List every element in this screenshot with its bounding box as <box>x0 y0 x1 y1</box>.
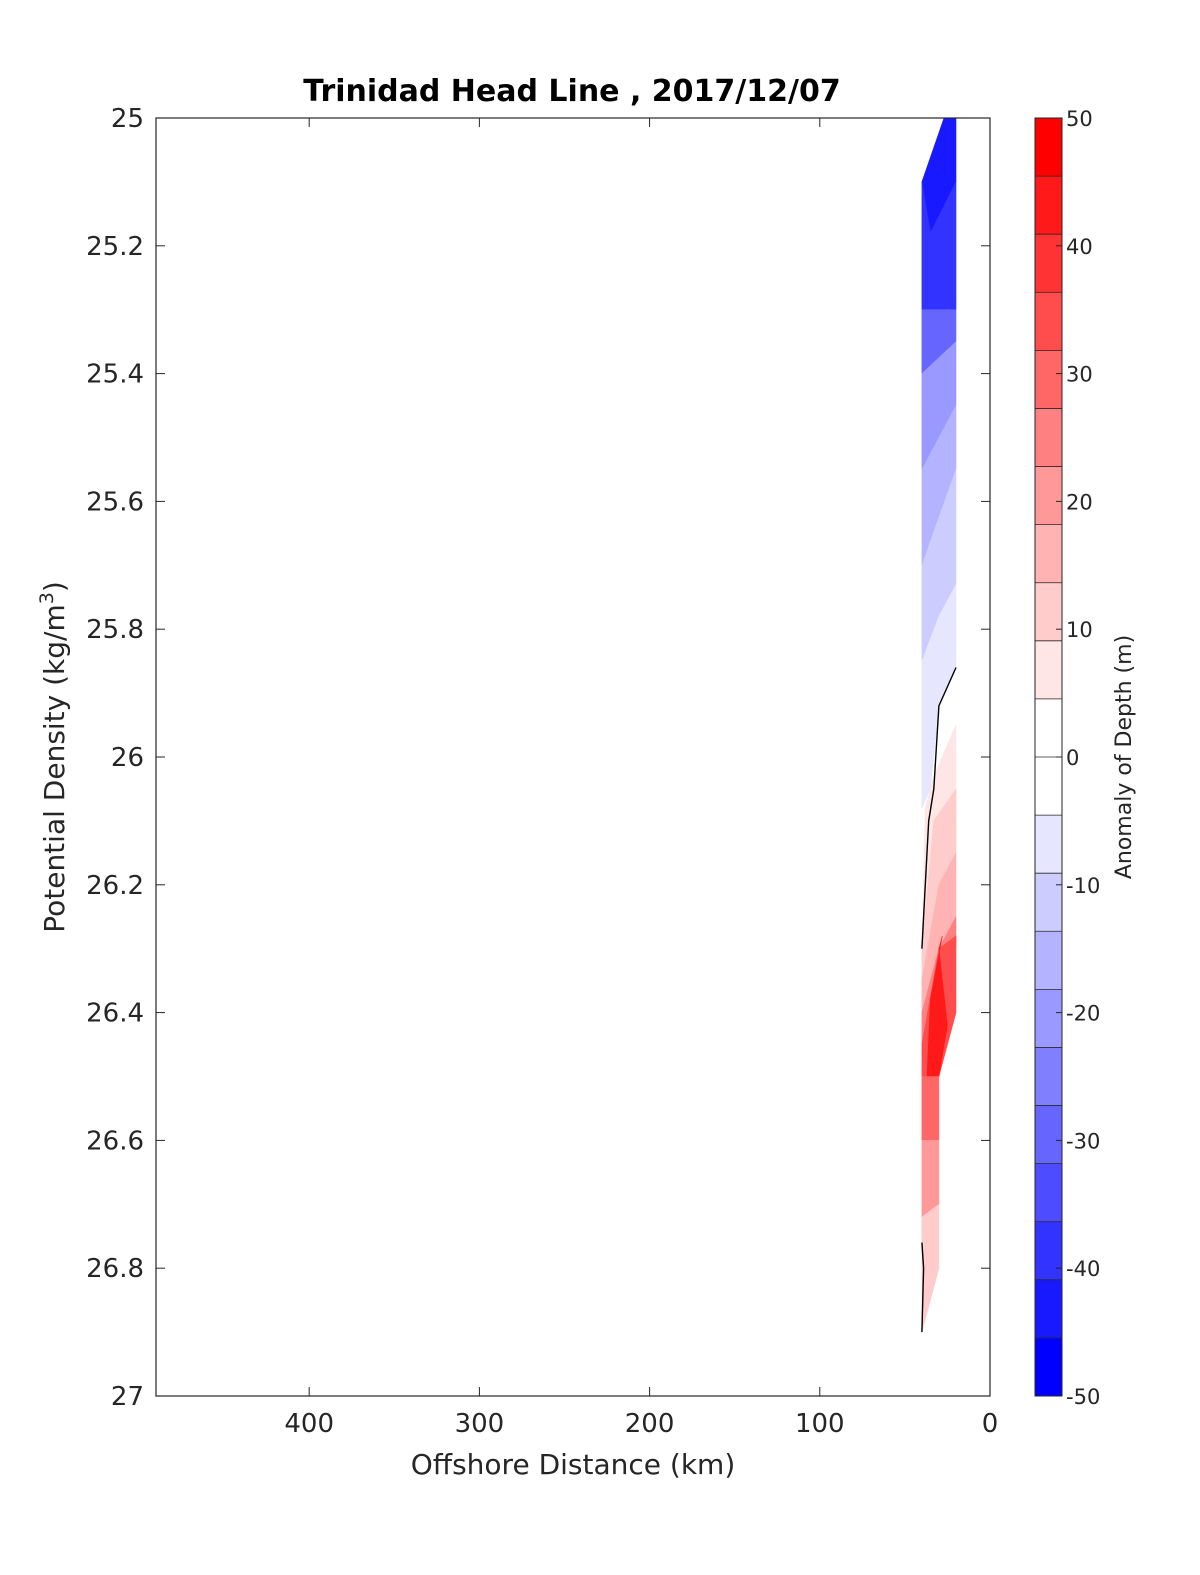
x-tick-label: 300 <box>455 1409 505 1439</box>
colorbar-band <box>1035 757 1062 816</box>
x-axis-ticks: 400 300 200 100 0 <box>284 118 998 1439</box>
colorbar-band <box>1035 698 1062 758</box>
zero-contour-line-1 <box>921 1242 925 1333</box>
y-axis-label-superscript: 3 <box>36 592 58 604</box>
colorbar-tick-label: 20 <box>1066 490 1093 514</box>
y-tick-label: 25.4 <box>86 360 144 390</box>
contour-region-2 <box>921 309 957 375</box>
y-tick-label: 26 <box>111 743 144 773</box>
colorbar-band <box>1035 640 1062 700</box>
x-tick-label: 200 <box>625 1409 675 1439</box>
colorbar-band <box>1035 350 1062 409</box>
colorbar-band <box>1035 292 1062 351</box>
x-axis-label: Offshore Distance (km) <box>411 1448 736 1481</box>
colorbar-band <box>1035 582 1062 642</box>
colorbar-band <box>1035 1163 1062 1223</box>
colorbar-tick-label: 50 <box>1066 107 1093 131</box>
colorbar: 50 40 30 20 10 0 -10 -20 -30 -40 -50 Anomaly of De… <box>1034 107 1137 1409</box>
colorbar-tick-label: 0 <box>1066 746 1079 770</box>
colorbar-band <box>1035 176 1062 235</box>
plot-background <box>156 118 990 1396</box>
x-tick-label: 100 <box>795 1409 845 1439</box>
colorbar-band <box>1035 1047 1062 1106</box>
colorbar-tick-label: -50 <box>1066 1385 1100 1409</box>
colorbar-tick-label: -40 <box>1066 1257 1100 1281</box>
colorbar-tick-label: -10 <box>1066 874 1100 898</box>
colorbar-bands <box>1035 118 1062 1397</box>
y-axis-label-main: Potential Density (kg/m <box>38 604 71 933</box>
colorbar-band <box>1035 524 1062 584</box>
y-tick-label: 26.6 <box>86 1126 144 1156</box>
y-tick-label: 25.2 <box>86 232 144 262</box>
contour-region-13 <box>921 1076 940 1141</box>
colorbar-band <box>1035 466 1062 526</box>
colorbar-band <box>1035 873 1062 932</box>
colorbar-band <box>1035 118 1062 177</box>
y-tick-label: 25.6 <box>86 487 144 517</box>
x-tick-label: 400 <box>284 1409 334 1439</box>
colorbar-ticks: 50 40 30 20 10 0 -10 -20 -30 -40 -50 <box>1056 107 1100 1409</box>
colorbar-band <box>1035 1105 1062 1165</box>
colorbar-band <box>1035 931 1062 990</box>
colorbar-tick-label: -20 <box>1066 1002 1100 1026</box>
y-axis-label: Potential Density (kg/m3) <box>36 581 71 933</box>
contour-region-14 <box>921 1140 940 1218</box>
colorbar-band <box>1035 234 1062 293</box>
colorbar-band <box>1035 1279 1062 1339</box>
contour-regions <box>921 117 957 1333</box>
colorbar-band <box>1035 815 1062 874</box>
y-tick-label: 26.4 <box>86 999 144 1029</box>
colorbar-band <box>1035 1337 1062 1397</box>
colorbar-band <box>1035 989 1062 1048</box>
y-tick-label: 25.8 <box>86 615 144 645</box>
y-axis-label-suffix: ) <box>38 581 71 592</box>
x-tick-label: 0 <box>982 1409 999 1439</box>
y-tick-label: 27 <box>111 1382 144 1412</box>
colorbar-tick-label: 10 <box>1066 618 1093 642</box>
colorbar-band <box>1035 1221 1062 1281</box>
y-tick-label: 26.2 <box>86 871 144 901</box>
y-tick-label: 26.8 <box>86 1254 144 1284</box>
colorbar-tick-label: 40 <box>1066 235 1093 259</box>
y-tick-label: 25 <box>111 104 144 134</box>
plot-area: 400 300 200 100 0 25 25.2 25.4 25.6 25.8 26 26.2 26… <box>86 104 998 1439</box>
colorbar-tick-label: 30 <box>1066 363 1093 387</box>
y-axis-ticks: 25 25.2 25.4 25.6 25.8 26 26.2 26.4 26.6 26.8 27 <box>86 104 990 1412</box>
colorbar-band <box>1035 408 1062 467</box>
colorbar-label: Anomaly of Depth (m) <box>1112 635 1137 879</box>
zero-contour-line-0 <box>921 667 957 949</box>
colorbar-tick-label: -30 <box>1066 1129 1100 1153</box>
chart-title: Trinidad Head Line , 2017/12/07 <box>303 74 840 109</box>
zero-contour-lines <box>921 667 957 1333</box>
